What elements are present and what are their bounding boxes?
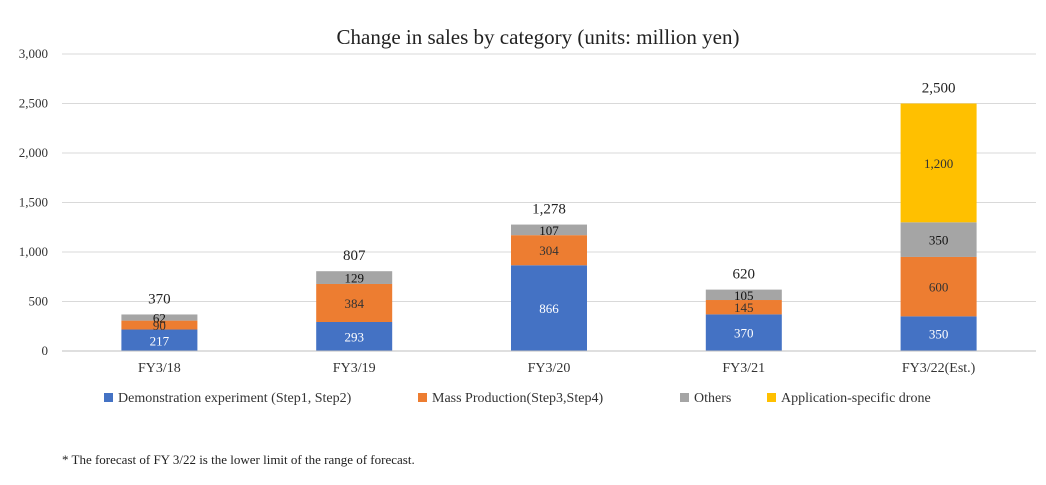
bar-segment bbox=[705, 300, 782, 315]
data-label: 370 bbox=[734, 326, 754, 341]
gridlines bbox=[62, 53, 1036, 302]
data-label: 107 bbox=[539, 223, 559, 238]
footnote: * The forecast of FY 3/22 is the lower l… bbox=[62, 452, 415, 467]
legend-swatch bbox=[680, 393, 689, 402]
legend-label: Mass Production(Step3,Step4) bbox=[432, 391, 603, 406]
chart-title: Change in sales by category (units: mill… bbox=[337, 25, 740, 49]
bar-segment bbox=[900, 222, 977, 257]
y-tick-label: 1,500 bbox=[19, 195, 48, 210]
y-tick-label: 1,000 bbox=[19, 244, 48, 259]
total-label: 1,278 bbox=[532, 201, 566, 217]
y-tick-label: 2,500 bbox=[19, 96, 48, 111]
bar-segment bbox=[705, 314, 782, 351]
data-label: 350 bbox=[929, 327, 949, 342]
bar-segment bbox=[316, 283, 393, 322]
x-axis: FY3/18 FY3/19 FY3/20 FY3/21 FY3/22(Est.) bbox=[62, 350, 1036, 376]
x-tick-label: FY3/22(Est.) bbox=[902, 361, 976, 376]
data-label: 866 bbox=[539, 301, 559, 316]
x-tick-label: FY3/21 bbox=[722, 361, 765, 376]
y-tick-label: 2,000 bbox=[19, 145, 48, 160]
bar-segment bbox=[900, 256, 977, 317]
bar-segment bbox=[900, 103, 977, 223]
data-label: 350 bbox=[929, 233, 949, 248]
legend-label: Demonstration experiment (Step1, Step2) bbox=[118, 391, 352, 406]
data-label: 129 bbox=[344, 271, 364, 286]
total-label: 807 bbox=[343, 248, 366, 264]
bar-segment bbox=[121, 329, 198, 351]
legend-swatch bbox=[418, 393, 427, 402]
data-label: 145 bbox=[734, 300, 754, 315]
x-tick-label: FY3/20 bbox=[528, 361, 571, 376]
y-tick-label: 3,000 bbox=[19, 46, 48, 61]
legend: Demonstration experiment (Step1, Step2) M… bbox=[104, 391, 931, 406]
data-label: 304 bbox=[539, 243, 559, 258]
bar-segment bbox=[121, 314, 198, 321]
total-label: 2,500 bbox=[922, 81, 956, 97]
bar-segment bbox=[705, 289, 782, 301]
data-label: 217 bbox=[150, 333, 170, 348]
bar-segment bbox=[316, 271, 393, 284]
bar-segment bbox=[511, 224, 587, 236]
data-label: 90 bbox=[153, 318, 166, 333]
y-axis-ticks: 0 500 1,000 1,500 2,000 2,500 3,000 bbox=[19, 46, 48, 358]
data-label: 1,200 bbox=[924, 156, 953, 171]
total-label: 370 bbox=[148, 291, 171, 307]
y-tick-label: 500 bbox=[29, 294, 49, 309]
total-label: 620 bbox=[733, 267, 756, 283]
legend-swatch bbox=[767, 393, 776, 402]
data-label: 384 bbox=[344, 296, 364, 311]
data-label: 105 bbox=[734, 288, 754, 303]
bar-segment bbox=[316, 321, 393, 351]
bar-segment bbox=[511, 265, 587, 351]
bar-segment bbox=[900, 316, 977, 351]
bar-segment bbox=[121, 320, 198, 330]
x-tick-label: FY3/19 bbox=[333, 361, 376, 376]
x-tick-label: FY3/18 bbox=[138, 361, 181, 376]
legend-label: Application-specific drone bbox=[781, 391, 931, 406]
legend-label: Others bbox=[694, 391, 731, 406]
data-label: 62 bbox=[153, 311, 166, 326]
bar-segment bbox=[511, 235, 587, 266]
data-label: 293 bbox=[344, 329, 364, 344]
y-tick-label: 0 bbox=[42, 343, 49, 358]
data-label: 600 bbox=[929, 280, 949, 295]
stacked-bar-chart: Change in sales by category (units: mill… bbox=[19, 25, 1036, 406]
legend-swatch bbox=[104, 393, 113, 402]
